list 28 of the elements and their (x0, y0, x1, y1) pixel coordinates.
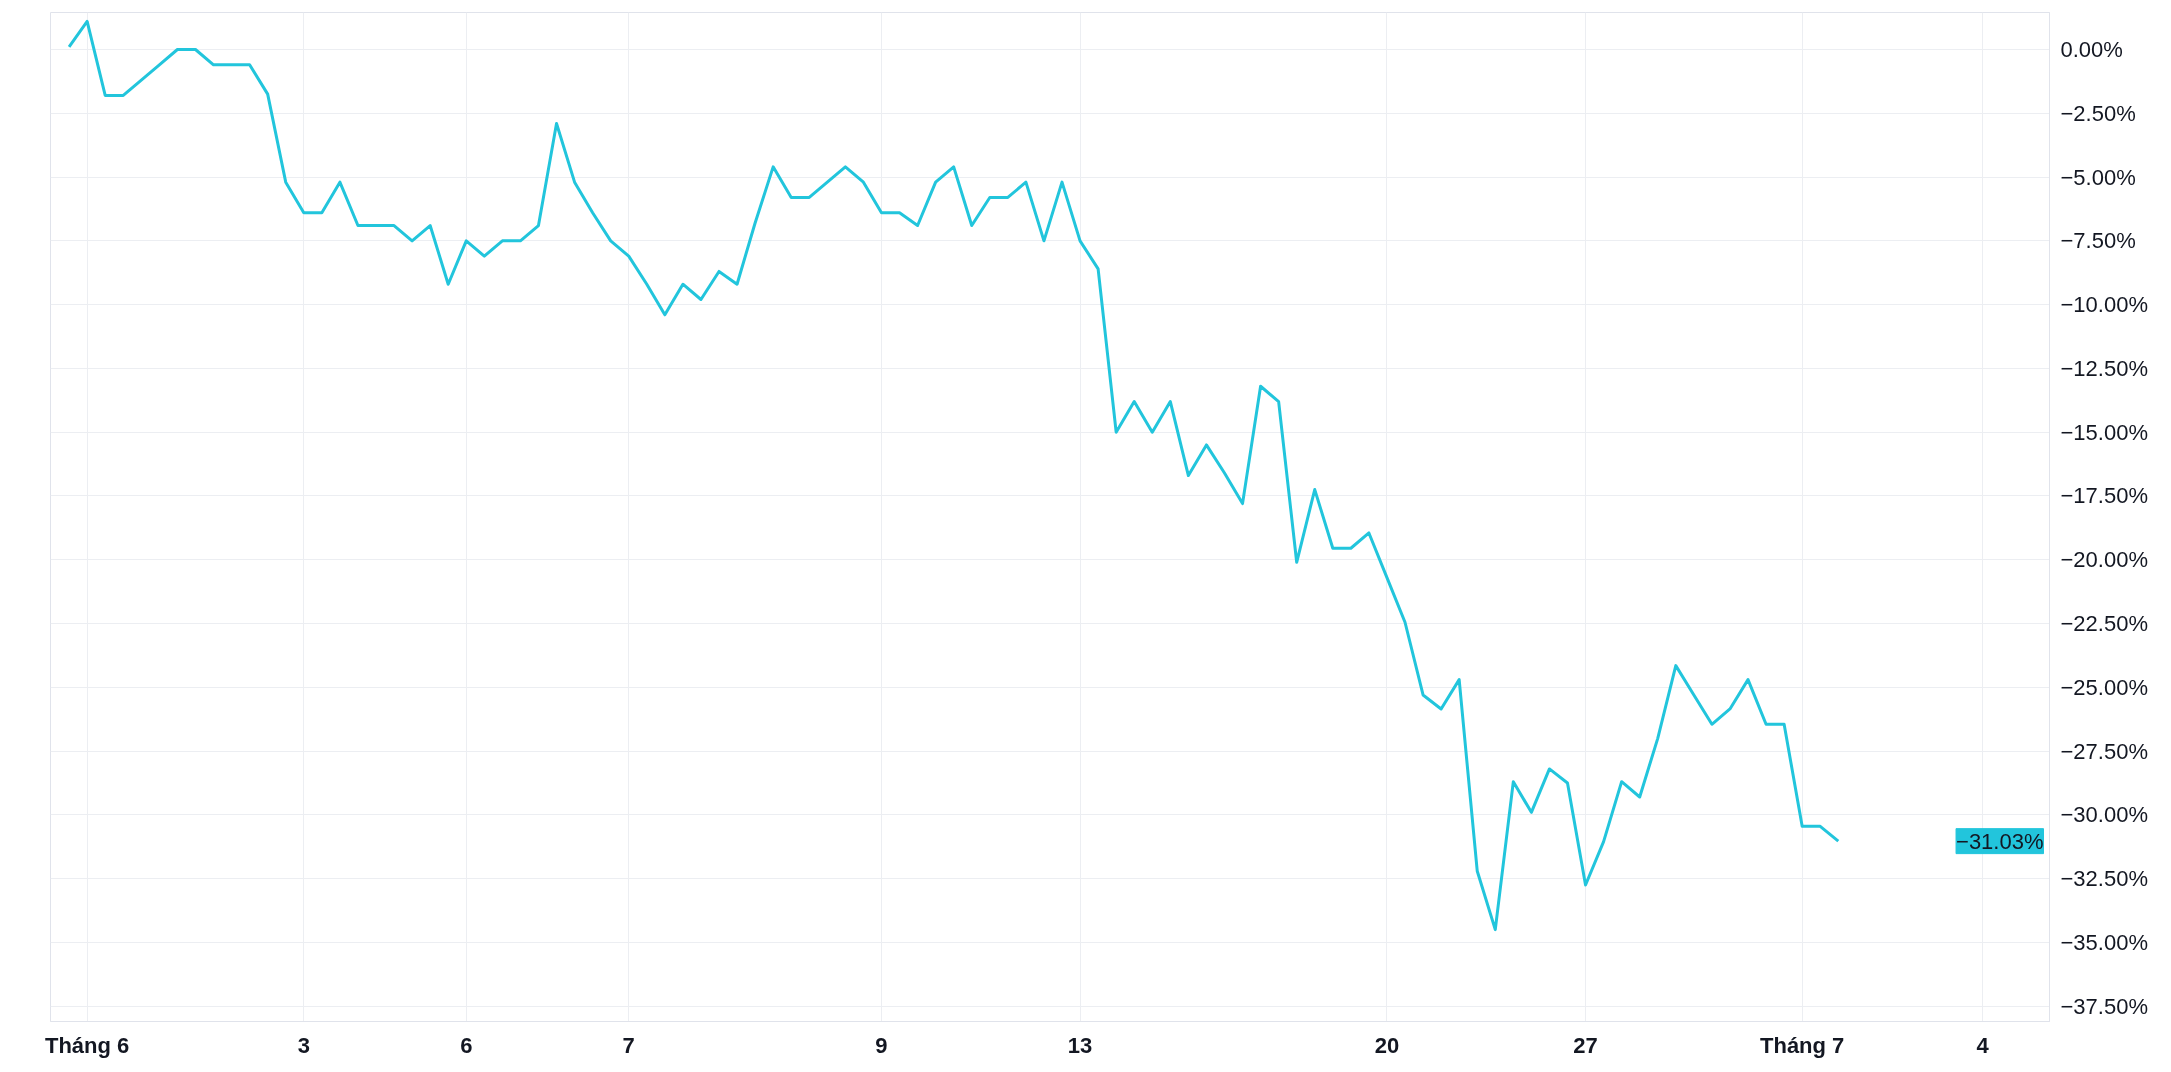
y-tick-label: −2.50% (2060, 100, 2136, 126)
x-tick-label: Tháng 6 (44, 1032, 130, 1058)
annotation: −31.03% (1956, 828, 2044, 854)
x-tick-label: 7 (622, 1032, 635, 1058)
y-tick-label: −5.00% (2060, 164, 2136, 190)
x-tick-label: 9 (875, 1032, 888, 1058)
line-series (67, 19, 1840, 932)
y-tick-label: −37.50% (2060, 993, 2148, 1019)
y-tick-label: −27.50% (2060, 738, 2148, 764)
x-tick-label: 4 (1976, 1032, 1990, 1058)
x-tick-label: 6 (460, 1032, 473, 1058)
x-tick-label: Tháng 7 (1760, 1032, 1845, 1058)
y-tick-label: −30.00% (2060, 802, 2148, 828)
y-tick-label: −20.00% (2060, 547, 2148, 573)
x-tick-label: 13 (1067, 1032, 1093, 1058)
y-tick-label: −32.50% (2060, 866, 2148, 892)
y-tick-label: −10.00% (2060, 292, 2148, 318)
y-tick-label: −12.50% (2060, 355, 2148, 381)
x-tick-label: 27 (1573, 1032, 1598, 1058)
y-tick-label: −35.00% (2060, 929, 2148, 955)
y-tick-label: −15.00% (2060, 419, 2148, 445)
y-tick-label: −7.50% (2060, 228, 2136, 254)
y-tick-label: −22.50% (2060, 611, 2148, 637)
x-tick-label: 20 (1374, 1032, 1400, 1058)
y-tick-label: 0.00% (2060, 36, 2123, 62)
y-tick-label: −25.00% (2060, 674, 2148, 700)
y-tick-label: −17.50% (2060, 483, 2148, 509)
x-tick-label: 3 (297, 1032, 310, 1058)
